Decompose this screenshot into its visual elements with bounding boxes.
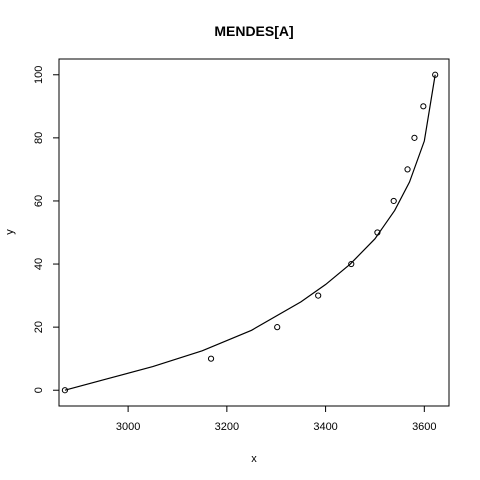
data-point xyxy=(315,292,322,299)
x-axis: 3000 3200 3400 3600 xyxy=(116,406,437,433)
data-point xyxy=(411,134,418,141)
y-tick-label: 80 xyxy=(33,132,45,144)
data-point xyxy=(348,260,355,268)
data-point xyxy=(420,103,427,110)
data-point xyxy=(207,355,215,362)
x-tick-label: 3600 xyxy=(412,421,436,433)
plot-frame xyxy=(58,58,450,407)
y-tick-label: 20 xyxy=(33,321,45,333)
data-point xyxy=(374,229,381,236)
x-tick-label: 3400 xyxy=(313,421,337,433)
x-tick-label: 3200 xyxy=(215,421,239,433)
y-tick-label: 0 xyxy=(33,387,45,393)
y-tick-label: 60 xyxy=(33,195,45,207)
data-point xyxy=(432,71,439,78)
chart-title: MENDES[A] xyxy=(214,23,293,39)
data-points xyxy=(61,71,439,394)
data-point xyxy=(274,324,281,331)
y-tick-label: 40 xyxy=(33,258,45,270)
y-tick-label: 100 xyxy=(33,66,45,84)
data-point xyxy=(404,166,411,173)
x-tick-label: 3000 xyxy=(116,421,140,433)
y-axis-label: y xyxy=(4,229,16,235)
data-point xyxy=(61,387,69,394)
data-point xyxy=(390,197,397,205)
x-axis-label: x xyxy=(251,453,257,465)
y-axis: 0 20 40 60 80 100 xyxy=(33,66,59,393)
fit-curve xyxy=(64,74,436,391)
